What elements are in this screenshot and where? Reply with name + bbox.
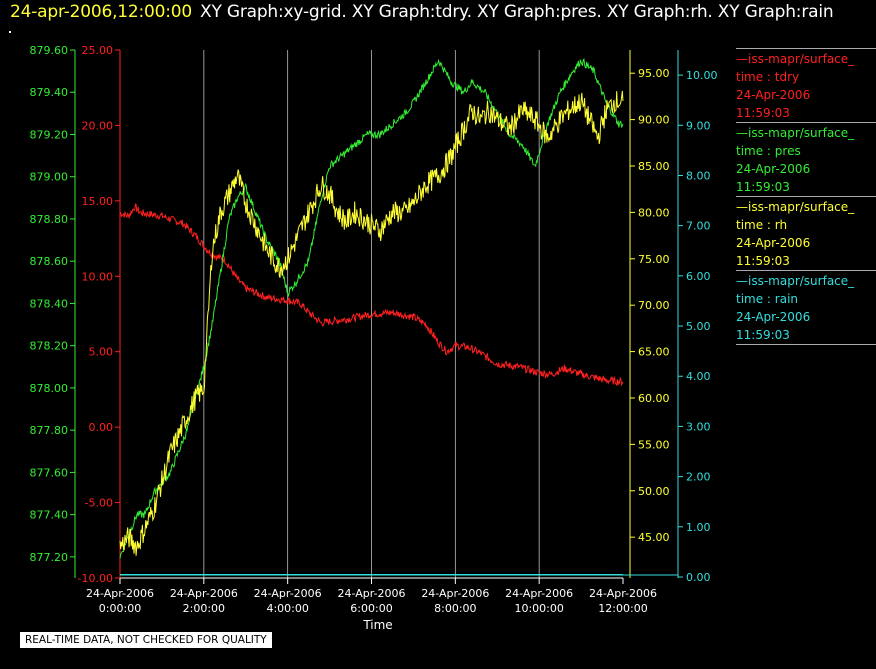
rh-tick-label: 90.00 <box>638 114 670 127</box>
rain-tick-label: 4.00 <box>686 370 711 383</box>
x-tick-label-date: 24-Apr-2006 <box>421 587 489 600</box>
tdry-tick-label: -5.00 <box>85 497 113 510</box>
tdry-tick-label: -10.00 <box>78 572 113 585</box>
tdry-tick-label: 25.00 <box>82 44 114 57</box>
graph-titles: XY Graph:xy-grid. XY Graph:tdry. XY Grap… <box>200 2 834 22</box>
rh-tick-label: 60.00 <box>638 392 670 405</box>
x-tick-label-time: 6:00:00 <box>350 602 392 615</box>
rain-tick-label: 2.00 <box>686 471 711 484</box>
legend-source: —iss-mapr/surface_ <box>736 200 855 214</box>
rain-tick-label: 0.00 <box>686 571 711 584</box>
pres-series-line <box>119 58 624 559</box>
rain-tick-label: 5.00 <box>686 320 711 333</box>
rain-tick-label: 7.00 <box>686 220 711 233</box>
rh-series-line <box>119 90 624 556</box>
legend-variable: time : rh <box>736 218 788 232</box>
x-axis-ticks: 24-Apr-2006 0:00:00 24-Apr-2006 2:00:00 24-A… <box>86 578 657 615</box>
x-tick-label-date: 24-Apr-2006 <box>337 587 405 600</box>
legend-time: 11:59:03 <box>736 180 790 194</box>
pres-tick-label: 878.60 <box>30 255 69 268</box>
rh-tick-label: 75.00 <box>638 253 670 266</box>
x-tick-label-time: 12:00:00 <box>598 602 647 615</box>
legend-entry-tdry: —iss-mapr/surface_ time : tdry 24-Apr-20… <box>736 48 876 122</box>
x-tick-label-date: 24-Apr-2006 <box>505 587 573 600</box>
x-tick-label-date: 24-Apr-2006 <box>589 587 657 600</box>
pres-tick-label: 878.00 <box>30 382 69 395</box>
tdry-tick-label: 5.00 <box>89 346 114 359</box>
tdry-series-line <box>119 203 624 387</box>
tdry-tick-label: 10.00 <box>82 270 114 283</box>
legend-divider <box>736 344 876 346</box>
pres-tick-label: 879.00 <box>30 171 69 184</box>
rain-tick-label: 9.00 <box>686 119 711 132</box>
x-axis-label: Time <box>362 618 392 632</box>
legend-date: 24-Apr-2006 <box>736 162 811 176</box>
legend-date: 24-Apr-2006 <box>736 236 811 250</box>
legend-source: —iss-mapr/surface_ <box>736 274 855 288</box>
legend-entry-rain: —iss-mapr/surface_ time : rain 24-Apr-20… <box>736 270 876 344</box>
x-tick-label-time: 0:00:00 <box>99 602 141 615</box>
legend-time: 11:59:03 <box>736 254 790 268</box>
marker-dot <box>9 31 11 33</box>
x-tick-label-date: 24-Apr-2006 <box>170 587 238 600</box>
pres-tick-label: 879.60 <box>30 44 69 57</box>
rh-tick-label: 80.00 <box>638 206 670 219</box>
rain-tick-label: 3.00 <box>686 420 711 433</box>
x-tick-label-time: 10:00:00 <box>514 602 563 615</box>
legend-entry-pres: —iss-mapr/surface_ time : pres 24-Apr-20… <box>736 122 876 196</box>
axes: 877.20 877.40 877.60 877.80 878.00 878.20 878.… <box>30 44 718 585</box>
rh-tick-label: 85.00 <box>638 160 670 173</box>
legend-variable: time : pres <box>736 144 801 158</box>
series-lines <box>119 58 624 575</box>
rh-tick-label: 95.00 <box>638 67 670 80</box>
rain-tick-label: 10.00 <box>686 69 718 82</box>
pres-tick-label: 878.40 <box>30 297 69 310</box>
legend-time: 11:59:03 <box>736 328 790 342</box>
pres-tick-label: 877.40 <box>30 509 69 522</box>
rh-tick-label: 70.00 <box>638 299 670 312</box>
x-tick-label-date: 24-Apr-2006 <box>86 587 154 600</box>
rh-tick-label: 55.00 <box>638 438 670 451</box>
pres-tick-label: 879.40 <box>30 86 69 99</box>
tdry-tick-label: 0.00 <box>89 421 114 434</box>
rh-tick-label: 65.00 <box>638 346 670 359</box>
rh-tick-label: 50.00 <box>638 485 670 498</box>
legend: —iss-mapr/surface_ time : tdry 24-Apr-20… <box>736 48 876 346</box>
rh-tick-label: 45.00 <box>638 531 670 544</box>
legend-source: —iss-mapr/surface_ <box>736 126 855 140</box>
x-tick-label-time: 4:00:00 <box>266 602 308 615</box>
legend-time: 11:59:03 <box>736 106 790 120</box>
legend-date: 24-Apr-2006 <box>736 310 811 324</box>
title-bar: 24-apr-2006,12:00:00 XY Graph:xy-grid. XY… <box>10 2 834 22</box>
legend-variable: time : rain <box>736 292 799 306</box>
pres-tick-label: 878.80 <box>30 213 69 226</box>
x-tick-label-date: 24-Apr-2006 <box>254 587 322 600</box>
tdry-tick-label: 20.00 <box>82 119 114 132</box>
quality-disclaimer: REAL-TIME DATA, NOT CHECKED FOR QUALITY <box>19 631 273 649</box>
x-tick-label-time: 2:00:00 <box>183 602 225 615</box>
legend-date: 24-Apr-2006 <box>736 88 811 102</box>
pres-tick-label: 877.20 <box>30 551 69 564</box>
legend-source: —iss-mapr/surface_ <box>736 52 855 66</box>
tdry-tick-label: 15.00 <box>82 195 114 208</box>
rain-tick-label: 1.00 <box>686 521 711 534</box>
pres-tick-label: 877.80 <box>30 424 69 437</box>
pres-tick-label: 877.60 <box>30 466 69 479</box>
legend-entry-rh: —iss-mapr/surface_ time : rh 24-Apr-2006… <box>736 196 876 270</box>
x-tick-label-time: 8:00:00 <box>434 602 476 615</box>
timestamp: 24-apr-2006,12:00:00 <box>10 2 193 22</box>
rain-tick-label: 8.00 <box>686 169 711 182</box>
rain-tick-label: 6.00 <box>686 270 711 283</box>
pres-tick-label: 879.20 <box>30 128 69 141</box>
grid-lines <box>203 50 540 578</box>
legend-variable: time : tdry <box>736 70 800 84</box>
pres-tick-label: 878.20 <box>30 340 69 353</box>
